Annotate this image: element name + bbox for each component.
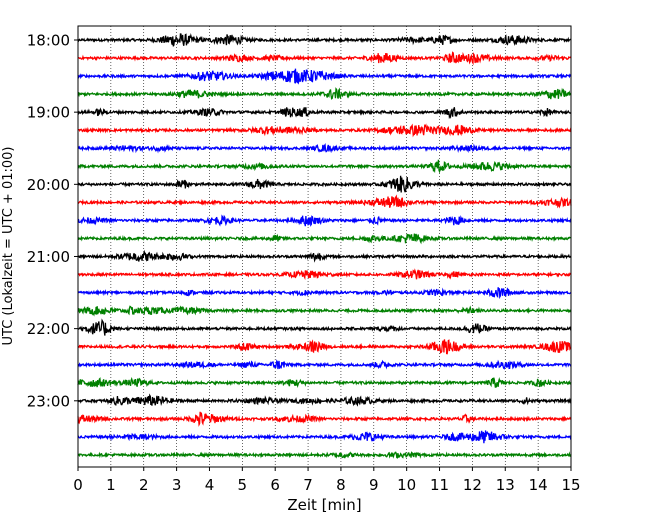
x-axis-ticks: 0 1 2 3 4 5 6 7 8 9 10 11 12 13 14 15 (73, 467, 581, 494)
trace-row (77, 268, 572, 281)
trace-row (77, 194, 572, 209)
trace-row (77, 51, 572, 66)
trace-row (77, 175, 572, 193)
x-tick-label: 5 (238, 476, 248, 494)
x-tick-label: 15 (561, 476, 580, 494)
trace-row (77, 359, 572, 370)
x-tick-label: 4 (205, 476, 215, 494)
trace-row (77, 451, 572, 459)
x-tick-label: 14 (529, 476, 548, 494)
y-tick-label: 20:00 (27, 176, 70, 194)
x-tick-label: 8 (336, 476, 346, 494)
trace-row (77, 33, 572, 47)
y-tick-label: 19:00 (27, 104, 70, 122)
x-tick-label: 1 (106, 476, 116, 494)
y-tick-label: 21:00 (27, 248, 70, 266)
trace-row (77, 305, 572, 317)
y-tick-label: 23:00 (27, 392, 70, 410)
x-tick-label: 12 (463, 476, 482, 494)
x-tick-label: 10 (397, 476, 416, 494)
trace-row (77, 377, 572, 389)
trace-row (77, 87, 572, 100)
x-axis-label: Zeit [min] (287, 496, 361, 514)
x-tick-label: 6 (270, 476, 280, 494)
trace-row (77, 287, 572, 300)
x-tick-label: 9 (369, 476, 379, 494)
y-axis-label: UTC (Lokalzeit = UTC + 01:00) (1, 147, 16, 346)
trace-row (77, 393, 572, 407)
y-axis-ticks: 18:00 19:00 20:00 21:00 22:00 23:00 (27, 32, 78, 410)
trace-row (77, 411, 572, 427)
seismic-traces (77, 33, 572, 459)
trace-row (77, 107, 572, 120)
trace-row (77, 68, 572, 85)
trace-row (77, 159, 572, 174)
plot-frame (77, 25, 572, 468)
trace-row (77, 430, 572, 444)
trace-row (77, 339, 572, 355)
y-tick-label: 22:00 (27, 320, 70, 338)
x-tick-label: 7 (303, 476, 313, 494)
trace-row (77, 214, 572, 227)
x-tick-label: 11 (430, 476, 449, 494)
x-tick-label: 3 (172, 476, 182, 494)
trace-row (77, 233, 572, 245)
trace-row (77, 318, 572, 336)
x-tick-label: 2 (139, 476, 149, 494)
trace-row (77, 142, 572, 154)
y-tick-label: 18:00 (27, 32, 70, 50)
trace-row (78, 123, 572, 138)
trace-row (77, 249, 572, 263)
x-tick-label: 13 (496, 476, 515, 494)
x-tick-label: 0 (73, 476, 83, 494)
